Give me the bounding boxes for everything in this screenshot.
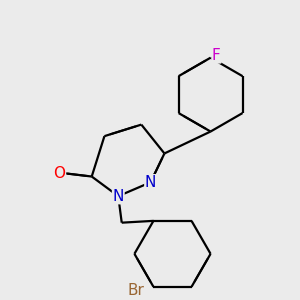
Text: N: N [112,189,124,204]
Text: F: F [212,48,221,63]
Text: N: N [145,175,156,190]
Text: O: O [53,166,65,181]
Text: Br: Br [128,283,144,298]
